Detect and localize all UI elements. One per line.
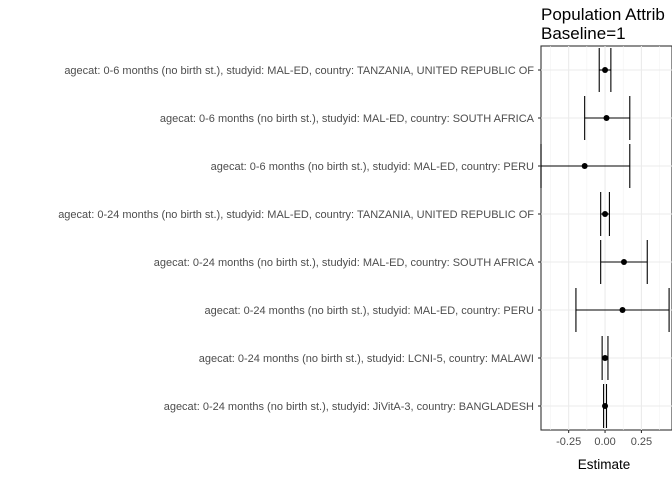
category-label: agecat: 0-24 months (no birth st.), stud…	[164, 401, 534, 413]
point-estimate	[602, 355, 609, 361]
point-estimate	[602, 211, 609, 217]
x-tick-label: 0.00	[594, 436, 615, 448]
category-labels: agecat: 0-6 months (no birth st.), study…	[58, 65, 541, 413]
category-label: agecat: 0-24 months (no birth st.), stud…	[154, 257, 535, 269]
x-axis-ticks: -0.25 0.00 0.25	[556, 430, 652, 448]
category-label: agecat: 0-24 months (no birth st.), stud…	[199, 353, 534, 365]
x-tick-label: -0.25	[556, 436, 581, 448]
point-estimate	[602, 67, 609, 73]
plot-panel	[540, 45, 672, 431]
chart-title-line-2: Baseline=1	[541, 24, 626, 43]
category-label: agecat: 0-24 months (no birth st.), stud…	[58, 209, 534, 221]
chart-title-line-1: Population Attrib	[541, 5, 665, 24]
x-axis-title: Estimate	[578, 457, 631, 472]
x-tick-label: 0.25	[631, 436, 652, 448]
category-label: agecat: 0-6 months (no birth st.), study…	[211, 161, 534, 173]
category-label: agecat: 0-24 months (no birth st.), stud…	[204, 305, 534, 317]
point-estimate	[603, 115, 610, 121]
point-estimate	[619, 307, 626, 313]
data-marks	[540, 48, 670, 428]
point-estimate	[602, 403, 609, 409]
point-estimate	[581, 163, 588, 169]
category-label: agecat: 0-6 months (no birth st.), study…	[64, 65, 534, 77]
point-estimate	[620, 259, 627, 265]
category-label: agecat: 0-6 months (no birth st.), study…	[160, 113, 535, 125]
